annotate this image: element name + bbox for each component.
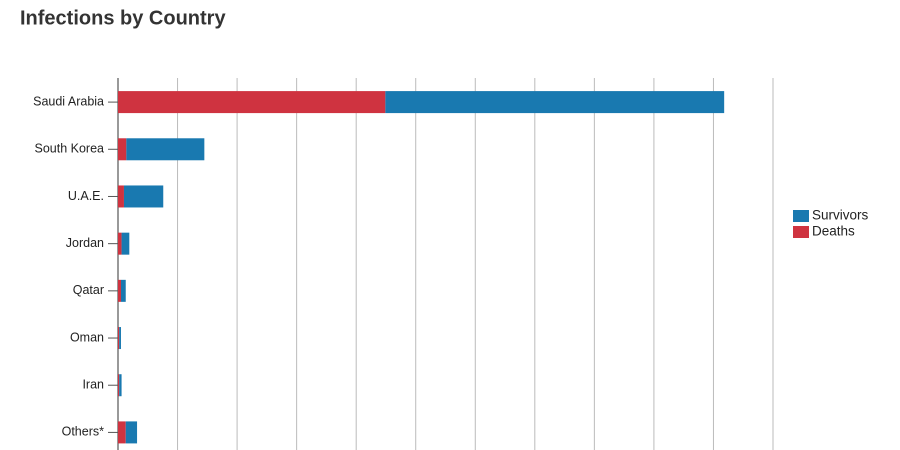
bar-segment	[121, 232, 130, 255]
bar-segment	[118, 138, 127, 161]
bar-segment	[385, 91, 725, 114]
y-tick-label: Oman	[70, 330, 104, 344]
legend-swatch	[793, 210, 809, 222]
bar-segment	[119, 327, 121, 350]
bar-segment	[118, 279, 121, 302]
legend-label: Deaths	[812, 224, 855, 239]
bar-segment	[126, 138, 205, 161]
bar-segment	[118, 91, 386, 114]
bar-segment	[118, 374, 120, 397]
chart-title: Infections by Country	[20, 7, 226, 29]
legend-swatch	[793, 226, 809, 238]
bar-segment	[119, 374, 122, 397]
y-tick-label: U.A.E.	[68, 189, 104, 203]
bar-segment	[118, 232, 122, 255]
bar-segment	[118, 185, 124, 208]
bar-segment	[118, 327, 120, 350]
legend-label: Survivors	[812, 208, 869, 223]
y-tick-label: Jordan	[66, 236, 104, 250]
bar-segment	[123, 185, 164, 208]
bar-segment	[120, 279, 126, 302]
y-tick-label: Qatar	[73, 283, 104, 297]
bar-segment	[125, 421, 138, 444]
y-tick-label: Iran	[82, 378, 104, 392]
y-tick-label: Others*	[62, 425, 105, 439]
bar-segment	[118, 421, 126, 444]
y-tick-label: Saudi Arabia	[33, 94, 104, 108]
y-tick-label: South Korea	[35, 142, 105, 156]
